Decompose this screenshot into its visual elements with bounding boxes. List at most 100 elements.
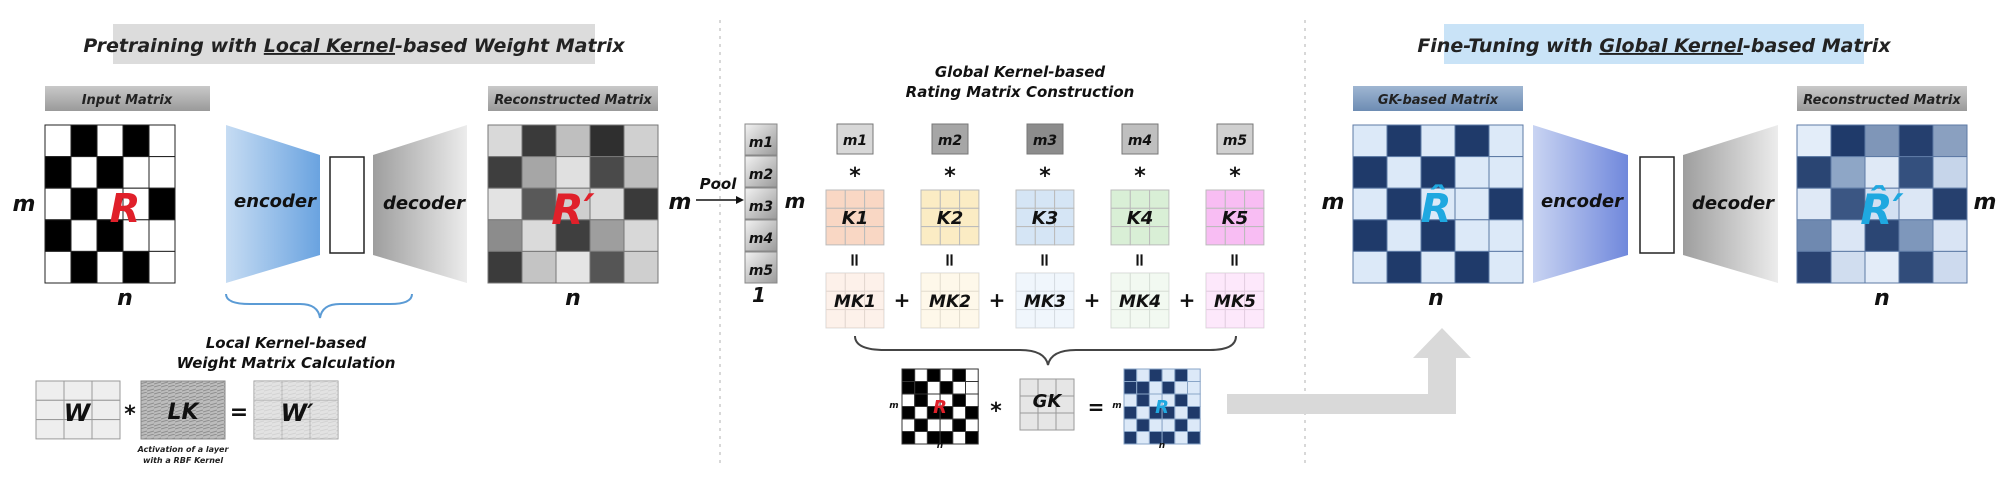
pooled-entry-cell <box>744 187 778 220</box>
small-gk-cell <box>1187 368 1201 382</box>
small-gk-cell <box>1148 368 1163 382</box>
small-gk-cell <box>1136 381 1150 395</box>
reconstructed-matrix-cell <box>521 124 557 158</box>
small-rating-symbol: R <box>933 397 947 418</box>
pooled-dim-1: 1 <box>752 283 766 307</box>
w-matrix-cell <box>63 380 93 401</box>
kernel-star: * <box>1134 164 1146 189</box>
kernel-weight-pill <box>836 123 874 155</box>
small-gk-cell <box>1123 368 1138 382</box>
gk-based-matrix-cell <box>1386 124 1422 158</box>
kernel-matrix-cell <box>1224 189 1246 209</box>
kernel-weight-label: m1 <box>843 133 867 149</box>
small-rating-cell <box>901 406 916 420</box>
input-matrix-cell <box>44 156 72 189</box>
reconstructed-label-bg-left <box>488 86 658 111</box>
pretraining-banner <box>113 24 595 64</box>
transfer-arrow <box>1227 328 1471 414</box>
reconstructed-right-cell <box>1932 250 1968 284</box>
reconstructed-right-cell <box>1898 156 1934 189</box>
kernel-star: * <box>849 164 861 189</box>
w-matrix-cell <box>91 380 121 401</box>
reconstructed-matrix-cell <box>487 156 523 189</box>
kernel-columns: m1 * K1 = MK1 + m2 * K2 = MK2 + m3 * K3 = MK3 + m4 * K4 = MK4 +… <box>825 123 1265 329</box>
reconstructed-matrix-cell <box>623 250 659 284</box>
gk-matrix-cell <box>1055 412 1075 431</box>
kernel-matrix-cell <box>1224 226 1246 246</box>
small-rating-cell <box>939 381 954 395</box>
gk-based-matrix-cell <box>1352 124 1388 158</box>
pool-arrow-head <box>736 196 744 204</box>
small-rating-cell <box>901 431 916 445</box>
reconstructed-right-cell <box>1796 124 1832 158</box>
small-rating-cell <box>965 406 979 420</box>
reconstructed-right-cell <box>1830 219 1866 252</box>
small-gk-cell <box>1187 418 1201 432</box>
small-rating-cell <box>952 393 966 407</box>
plus-sign: + <box>1084 288 1101 312</box>
dim-m-gk: m <box>1322 190 1345 215</box>
small-gk-cell <box>1123 393 1138 407</box>
small-rating-cell <box>965 368 979 382</box>
reconstructed-matrix-grid <box>487 124 659 284</box>
dim-m-recon-right: m <box>1974 190 1997 215</box>
activation-caption-line1: Activation of a layer <box>137 445 230 454</box>
kernel-label: K4 <box>1127 208 1153 229</box>
input-matrix-cell <box>44 124 72 158</box>
kernel-matrix-cell <box>1129 189 1151 209</box>
small-rating-cell <box>965 418 979 432</box>
reconstructed-label-bg-right <box>1797 86 1967 111</box>
gk-based-matrix-cell <box>1386 219 1422 252</box>
multi-kernel-tint <box>1111 273 1169 328</box>
reconstructed-matrix-cell <box>623 124 659 158</box>
activation-caption-line2: with a RBF Kernel <box>143 456 223 465</box>
small-gk-cell <box>1187 381 1201 395</box>
w-symbol: W <box>64 399 92 427</box>
multi-kernel-label: MK2 <box>929 292 971 312</box>
small-gk-cell <box>1174 368 1189 382</box>
gk-matrix-cell <box>1037 412 1057 431</box>
reconstructed-matrix-cell <box>623 156 659 189</box>
small-gk-cell <box>1187 431 1201 445</box>
kernel-matrix-cell <box>1034 189 1056 209</box>
reconstructed-right-cell <box>1898 219 1934 252</box>
reconstructed-matrix-cell <box>623 219 659 252</box>
gk-matrix-cell <box>1019 412 1039 431</box>
kernel-matrix-cell <box>959 226 980 246</box>
gk-matrix-symbol: R̂ <box>1421 184 1452 232</box>
gk-based-matrix-cell <box>1352 219 1388 252</box>
kernel-matrix-cell <box>920 226 941 246</box>
gk-based-matrix-cell <box>1488 124 1524 158</box>
star-w-lk: * <box>124 402 136 427</box>
kernel-star: * <box>944 164 956 189</box>
kernel-matrix-cell <box>1129 226 1151 246</box>
w-matrix <box>35 380 121 440</box>
small-rating-m: m <box>889 401 898 411</box>
reconstructed-right-cell <box>1932 124 1968 158</box>
reconstructed-matrix-cell <box>555 187 591 221</box>
small-rating-cell <box>952 406 966 420</box>
small-gk-cell <box>1174 406 1189 420</box>
kernel-equals: = <box>1224 252 1245 267</box>
decoder-label-right: decoder <box>1692 193 1775 214</box>
small-rating-cell <box>965 381 979 395</box>
kernel-matrix-cell <box>1054 226 1075 246</box>
reconstructed-right-cell <box>1796 250 1832 284</box>
reconstructed-right-cell <box>1898 187 1934 221</box>
pool-label: Pool <box>700 175 738 193</box>
input-matrix-cell <box>70 156 98 189</box>
equals-small: = <box>1088 395 1105 419</box>
kernel-weight-pill <box>1216 123 1254 155</box>
reconstructed-matrix-cell <box>589 219 625 252</box>
input-matrix-grid <box>44 124 176 284</box>
reconstructed-right-cell <box>1864 124 1900 158</box>
gk-symbol: GK <box>1033 391 1064 412</box>
dim-n-left: n <box>117 286 133 311</box>
small-gk-cell <box>1174 431 1189 445</box>
multi-kernel-tint <box>1016 273 1074 328</box>
kernel-matrix-cell <box>1015 189 1036 209</box>
multi-kernel-cell <box>1244 309 1265 329</box>
equals-lk-w: = <box>230 400 248 425</box>
decoder-shape-left <box>373 125 467 283</box>
middle-title-line2: Rating Matrix Construction <box>906 83 1135 101</box>
